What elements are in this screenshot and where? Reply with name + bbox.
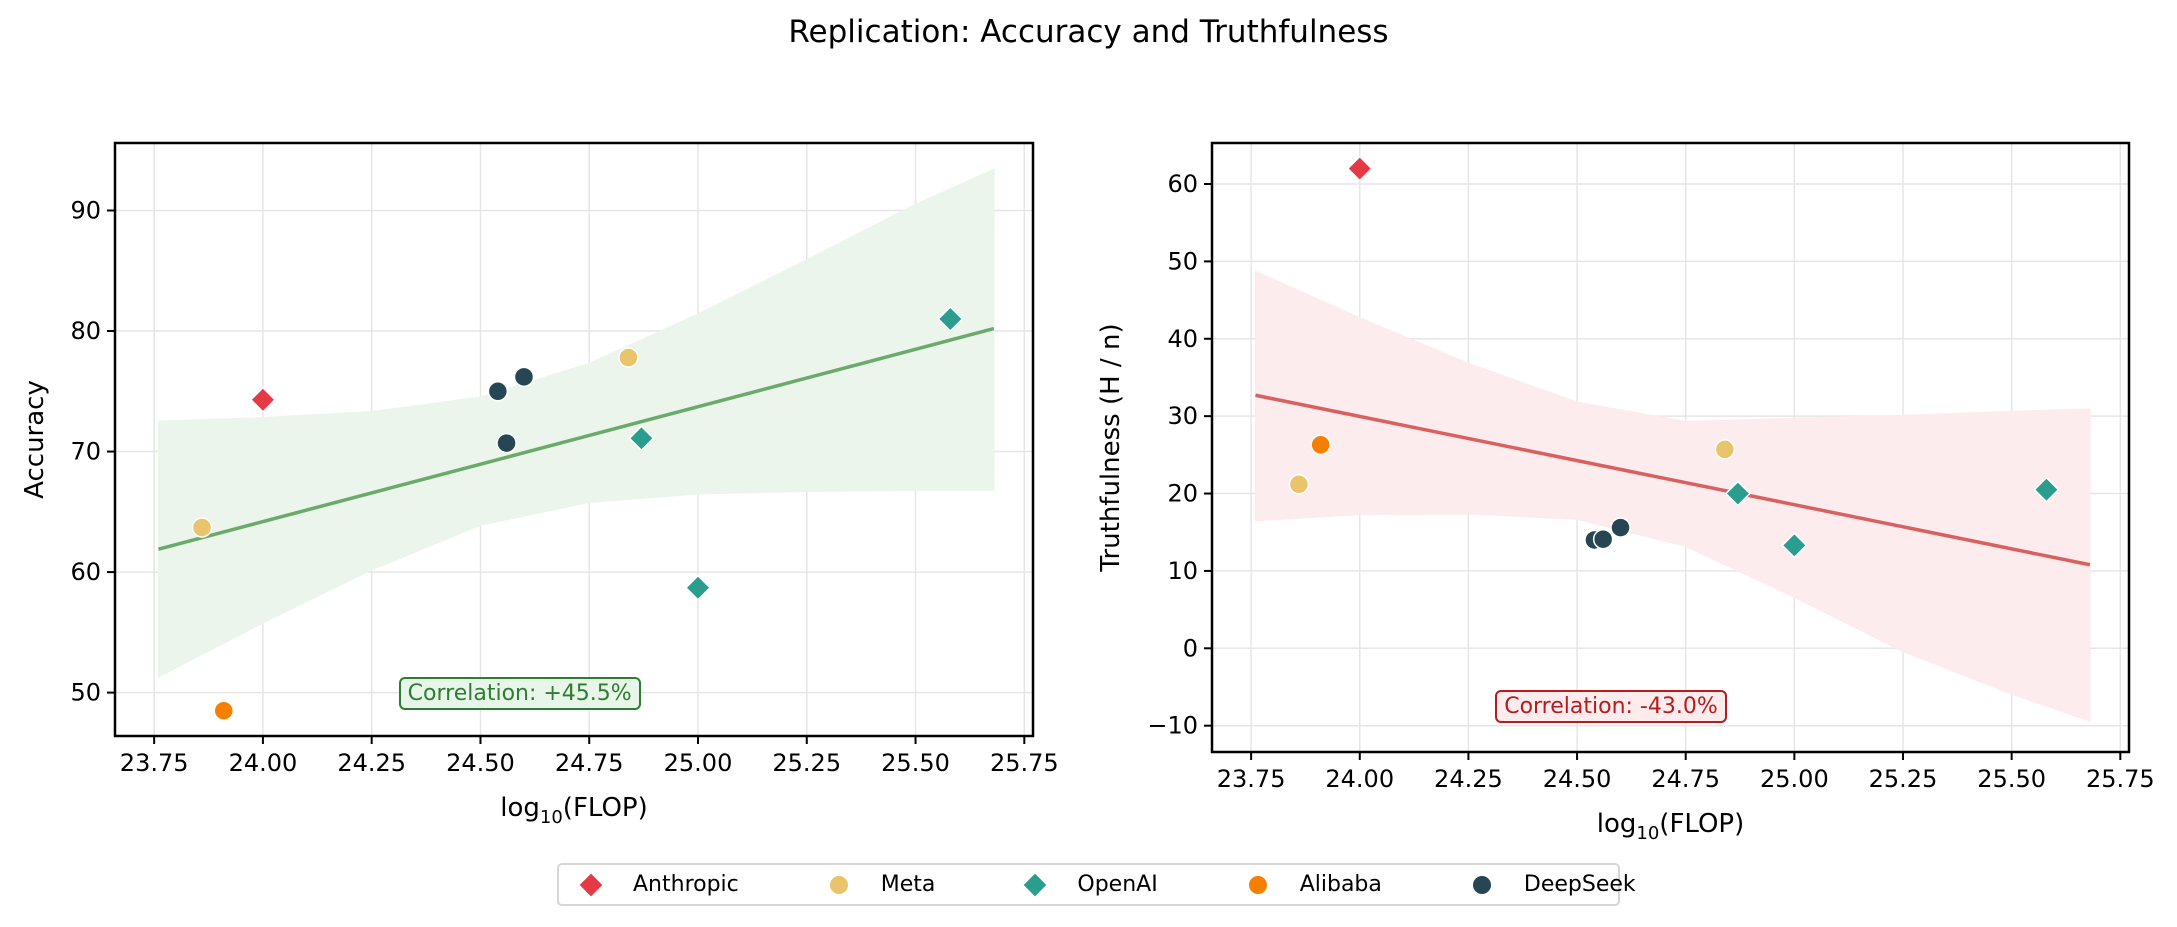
trend-line <box>1255 393 2091 567</box>
confidence-band <box>1254 270 2091 723</box>
legend-item-anthropic: Anthropic <box>577 871 739 899</box>
figure-title: Replication: Accuracy and Truthfulness <box>788 14 1389 50</box>
x-tick-label: 25.25 <box>1869 765 1938 793</box>
data-point-meta <box>618 347 639 368</box>
y-tick-label: 70 <box>70 438 101 466</box>
data-point-deepseek <box>1592 528 1614 550</box>
confidence-band <box>157 168 995 679</box>
x-tick-label: 25.75 <box>990 749 1059 777</box>
x-tick-label: 24.75 <box>555 749 624 777</box>
data-point-anthropic <box>249 386 276 413</box>
circle-marker-icon <box>1468 871 1496 899</box>
data-point-anthropic <box>1346 155 1373 182</box>
y-axis-label: Truthfulness (H / n) <box>1096 323 1126 572</box>
legend-item-deepseek: DeepSeek <box>1468 871 1636 899</box>
x-axis-label: log10(FLOP) <box>1597 809 1745 844</box>
correlation-annotation-truthfulness: Correlation: -43.0% <box>1495 689 1727 723</box>
x-tick-label: 25.75 <box>2086 765 2155 793</box>
data-point-openai <box>937 305 964 333</box>
data-point-meta <box>191 517 213 538</box>
y-tick-label: 90 <box>70 196 101 224</box>
legend-item-alibaba: Alibaba <box>1244 871 1382 899</box>
axes-frame <box>113 141 1035 738</box>
x-tick-label: 24.00 <box>229 749 298 777</box>
legend-label: Anthropic <box>633 872 739 897</box>
correlation-annotation-accuracy: Correlation: +45.5% <box>398 677 641 711</box>
y-tick-label: 40 <box>1167 325 1198 353</box>
circle-marker-icon <box>825 871 853 899</box>
y-tick-label: 10 <box>1167 557 1198 585</box>
y-tick-label: 30 <box>1167 402 1198 430</box>
chart-panel-truthfulness: 23.75 24.00 24.25 24.50 24.75 25.00 25.25 25.50… <box>1096 141 2155 844</box>
y-tick-label: −10 <box>1147 712 1198 740</box>
data-point-openai <box>628 425 655 452</box>
data-point-meta <box>1288 474 1310 495</box>
x-tick-label: 25.25 <box>772 749 841 777</box>
diamond-marker-icon <box>1021 871 1049 899</box>
y-tick-label: 80 <box>70 317 101 345</box>
x-tick-label: 25.50 <box>881 749 950 777</box>
x-tick-label: 24.25 <box>1434 765 1503 793</box>
legend-item-meta: Meta <box>825 871 936 899</box>
legend-label: DeepSeek <box>1523 872 1636 897</box>
data-point-openai <box>2033 476 2060 503</box>
data-point-deepseek <box>496 432 517 454</box>
data-point-deepseek <box>513 366 535 388</box>
legend-label: Alibaba <box>1299 872 1382 897</box>
x-tick-label: 24.50 <box>1543 765 1612 793</box>
diamond-marker-icon <box>577 871 605 899</box>
x-tick-label: 23.75 <box>120 749 189 777</box>
axes-frame <box>1210 141 2131 754</box>
x-tick-label: 25.00 <box>664 749 733 777</box>
y-tick-label: 60 <box>1167 170 1198 198</box>
x-tick-label: 24.50 <box>446 749 515 777</box>
chart-panel-accuracy: 23.75 24.00 24.25 24.50 24.75 25.00 25.25 25.50… <box>20 141 1059 828</box>
trend-line <box>158 326 995 551</box>
x-tick-label: 24.75 <box>1651 765 1720 793</box>
legend-label: Meta <box>880 872 936 897</box>
circle-marker-icon <box>1244 871 1272 899</box>
legend-item-openai: OpenAI <box>1021 871 1158 899</box>
data-point-openai <box>1781 532 1808 559</box>
data-point-alibaba <box>1310 434 1331 456</box>
x-tick-label: 24.00 <box>1325 765 1394 793</box>
y-tick-label: 20 <box>1167 480 1198 508</box>
y-axis-label: Accuracy <box>20 380 50 499</box>
x-tick-label: 24.25 <box>337 749 406 777</box>
data-point-deepseek <box>1610 517 1631 538</box>
x-tick-label: 23.75 <box>1217 765 1286 793</box>
y-tick-label: 50 <box>1167 247 1198 275</box>
data-point-alibaba <box>213 700 235 721</box>
y-tick-label: 60 <box>70 558 101 586</box>
legend-label: OpenAI <box>1077 872 1158 897</box>
data-point-openai <box>684 574 712 601</box>
x-tick-label: 25.00 <box>1760 765 1829 793</box>
legend: Anthropic Meta OpenAI Alibaba DeepSeek <box>557 863 1636 906</box>
x-axis-label: log10(FLOP) <box>500 793 648 828</box>
data-point-deepseek <box>487 381 509 402</box>
y-tick-label: 0 <box>1183 634 1198 662</box>
data-point-openai <box>1724 480 1751 507</box>
x-tick-label: 25.50 <box>1977 765 2046 793</box>
y-tick-label: 50 <box>70 679 101 707</box>
data-point-meta <box>1714 439 1736 460</box>
